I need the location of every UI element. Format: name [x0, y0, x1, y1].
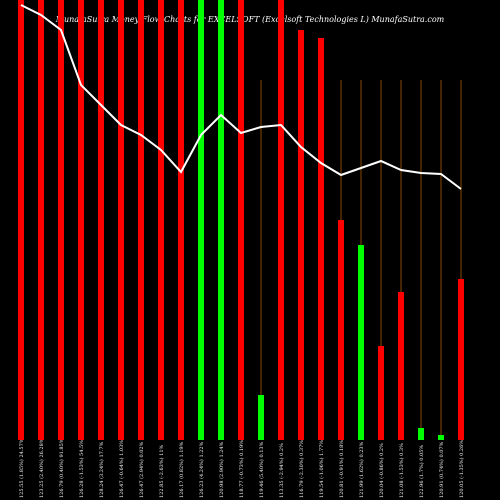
chart-title: MunafaSutra Money Flow Charts for EXCELS…	[55, 15, 445, 24]
bar	[358, 245, 364, 440]
bar	[278, 0, 284, 440]
x-tick-label: 120.98 (2.90%) 1.24%	[218, 441, 225, 498]
bar	[438, 435, 444, 440]
bar	[138, 0, 144, 440]
bar	[218, 0, 224, 440]
x-tick-label: 113.35 (-2.94%) 0.2%	[278, 443, 285, 498]
bar	[38, 0, 44, 440]
x-tick-label: 126.47 (2.94%) 0.02%	[138, 441, 145, 498]
x-tick-label: 126.23 (4.24%) 1.22%	[198, 441, 205, 498]
bar	[458, 279, 464, 440]
bar	[398, 292, 404, 440]
x-tick-label: 116.79 (-2.30%) 0.37%	[298, 440, 305, 498]
bar	[318, 38, 324, 440]
bar	[258, 395, 264, 440]
x-tick-label: 121.99 (1.62%) 0.23%	[358, 441, 365, 498]
bar	[378, 346, 384, 440]
x-tick-label: 120.05 (-1.35%) 0.26%	[458, 440, 465, 498]
price-line	[20, 4, 462, 190]
bar	[418, 428, 424, 440]
bar	[238, 0, 244, 440]
x-tick-label: 121.08 (-1.53%) 0.3%	[398, 443, 405, 498]
x-tick-label: 120.04 (-0.86%) 0.2%	[378, 443, 385, 498]
x-tick-label: 122.85 (-2.63%) 11%	[158, 444, 165, 498]
bar	[298, 30, 304, 440]
x-tick-label: 120.91 (0.74%) 0.07%	[438, 441, 445, 498]
bar	[198, 0, 204, 440]
bar	[338, 220, 344, 440]
x-tick-label: 118.77 (-0.73%) 0.19%	[238, 440, 245, 498]
x-tick-label: 128.24 (3.24%) 17.7%	[98, 441, 105, 498]
bar	[78, 0, 84, 440]
bar	[158, 0, 164, 440]
x-tick-label: 126.28 (-1.53%) 54.5%	[78, 440, 85, 498]
x-tick-label: 126.47 (-0.64%) 1.03%	[118, 440, 125, 498]
x-tick-label: 119.46 (5.40%) 0.13%	[258, 441, 265, 498]
x-tick-label: 120.81 (-0.91%) 0.18%	[338, 440, 345, 498]
x-tick-label: 125.55 (1.85%) 24.57%	[18, 438, 25, 498]
bar	[18, 0, 24, 440]
x-tick-label: 126.17 (0.82%) 1.19%	[178, 441, 185, 498]
x-tick-label: 123.25 (2.40%) 26.28%	[38, 438, 45, 498]
x-tick-label: 126.79 (0.40%) 91.85%	[58, 438, 65, 498]
x-tick-label: 119.54 (-1.06%) 1.77%	[318, 440, 325, 498]
bar	[58, 0, 64, 440]
x-tick-label: 122.96 (1.7%) 0.05%	[418, 445, 425, 498]
bar	[178, 0, 184, 440]
bar	[98, 0, 104, 440]
bar	[118, 0, 124, 440]
